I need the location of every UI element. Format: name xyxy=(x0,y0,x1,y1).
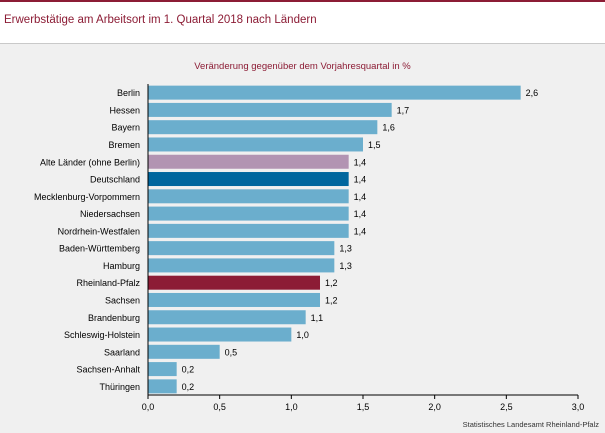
x-tick-label: 2,0 xyxy=(428,402,441,412)
category-label: Brandenburg xyxy=(88,313,140,323)
category-label: Bayern xyxy=(111,123,140,133)
bar xyxy=(148,241,335,256)
bar xyxy=(148,172,349,187)
category-label: Thüringen xyxy=(99,382,140,392)
data-label: 1,0 xyxy=(296,330,309,340)
chart-title: Veränderung gegenüber dem Vorjahresquart… xyxy=(194,61,411,72)
data-label: 1,7 xyxy=(397,105,410,115)
data-label: 1,2 xyxy=(325,295,338,305)
category-label: Deutschland xyxy=(90,175,140,185)
category-label: Schleswig-Holstein xyxy=(64,330,140,340)
category-label: Baden-Württemberg xyxy=(59,244,140,254)
category-label: Sachsen-Anhalt xyxy=(76,365,140,375)
bar xyxy=(148,102,392,117)
data-label: 0,5 xyxy=(225,347,238,357)
x-tick-label: 1,5 xyxy=(357,402,370,412)
data-label: 0,2 xyxy=(182,365,195,375)
data-label: 1,4 xyxy=(354,209,367,219)
page-title: Erwerbstätige am Arbeitsort im 1. Quarta… xyxy=(4,14,317,26)
category-label: Berlin xyxy=(117,88,140,98)
bar xyxy=(148,154,349,169)
data-label: 1,4 xyxy=(354,192,367,202)
data-label: 0,2 xyxy=(182,382,195,392)
x-tick-label: 1,0 xyxy=(285,402,298,412)
x-tick-label: 0,0 xyxy=(142,402,155,412)
category-label: Sachsen xyxy=(105,295,140,305)
data-label: 1,4 xyxy=(354,175,367,185)
category-label: Alte Länder (ohne Berlin) xyxy=(40,157,140,167)
bar xyxy=(148,292,320,307)
top-rule xyxy=(0,0,605,2)
bar xyxy=(148,275,320,290)
bar xyxy=(148,206,349,221)
category-label: Niedersachsen xyxy=(80,209,140,219)
data-label: 1,3 xyxy=(339,244,352,254)
data-label: 1,1 xyxy=(311,313,324,323)
header-divider xyxy=(0,43,605,44)
category-label: Hessen xyxy=(109,105,140,115)
bar xyxy=(148,258,335,273)
bar xyxy=(148,189,349,204)
bar xyxy=(148,310,306,325)
x-tick-label: 0,5 xyxy=(213,402,226,412)
data-label: 1,4 xyxy=(354,226,367,236)
category-label: Nordrhein-Westfalen xyxy=(58,226,140,236)
data-label: 1,4 xyxy=(354,157,367,167)
source-note: Statistisches Landesamt Rheinland-Pfalz xyxy=(462,420,599,429)
data-label: 1,5 xyxy=(368,140,381,150)
bar xyxy=(148,120,378,135)
data-label: 2,6 xyxy=(526,88,539,98)
x-tick-label: 3,0 xyxy=(572,402,585,412)
category-label: Mecklenburg-Vorpommern xyxy=(34,192,140,202)
x-tick-label: 2,5 xyxy=(500,402,513,412)
bar xyxy=(148,362,177,377)
data-label: 1,6 xyxy=(382,123,395,133)
bar xyxy=(148,85,521,100)
category-label: Bremen xyxy=(108,140,140,150)
bar xyxy=(148,379,177,394)
bar xyxy=(148,223,349,238)
category-label: Hamburg xyxy=(103,261,140,271)
bar xyxy=(148,344,220,359)
category-label: Rheinland-Pfalz xyxy=(76,278,140,288)
bar xyxy=(148,327,292,342)
category-label: Saarland xyxy=(104,347,140,357)
data-label: 1,3 xyxy=(339,261,352,271)
data-label: 1,2 xyxy=(325,278,338,288)
bar xyxy=(148,137,363,152)
